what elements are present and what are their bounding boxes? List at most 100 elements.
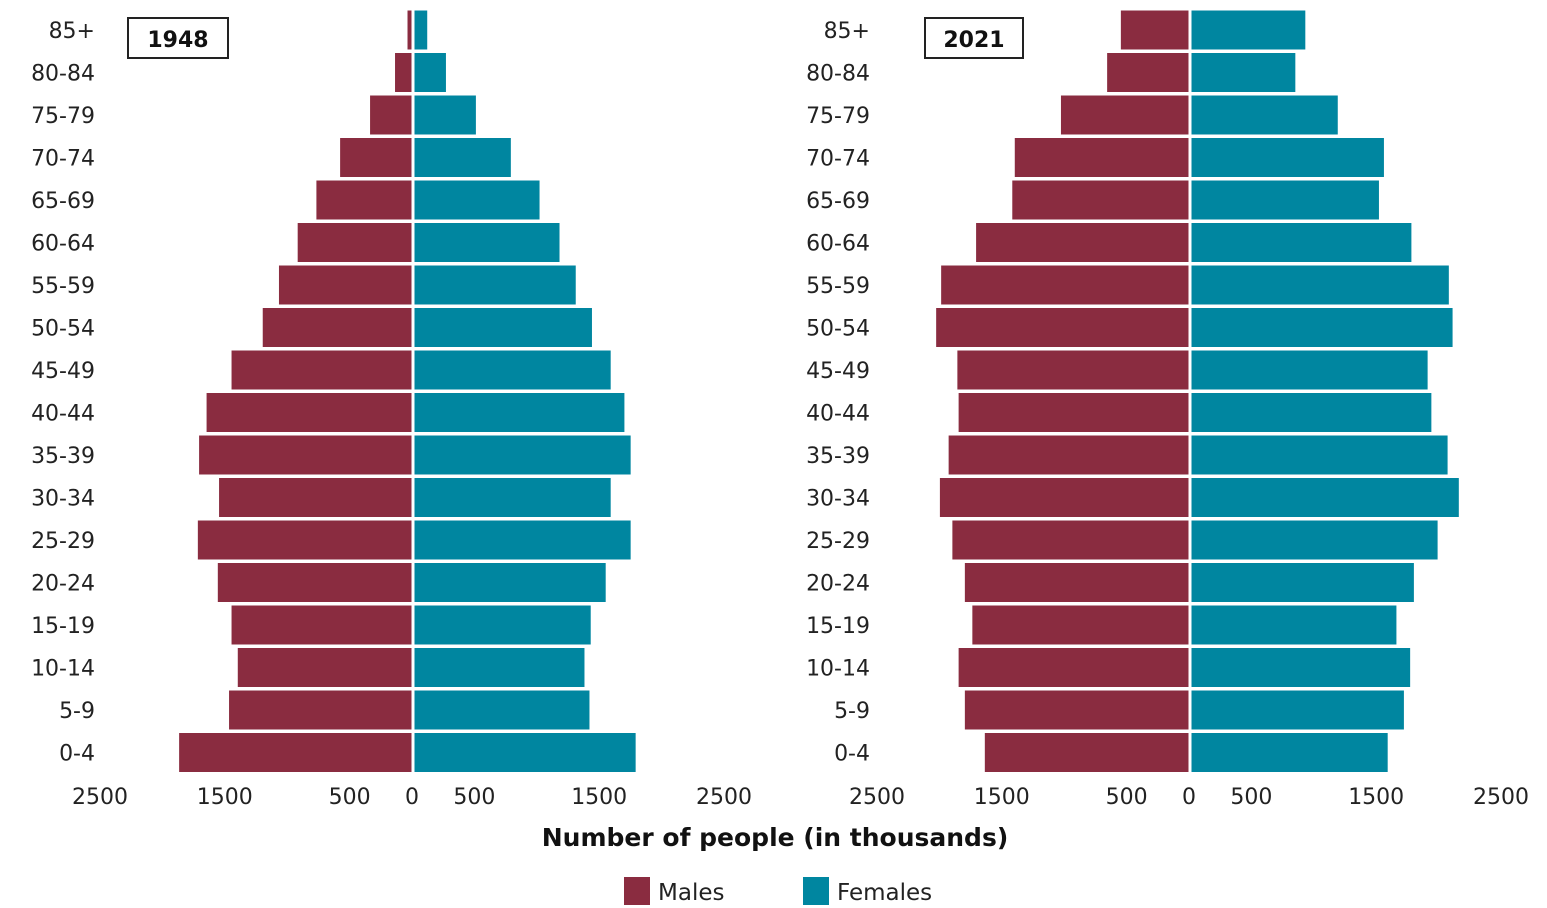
bar-males-80-84 bbox=[1106, 52, 1190, 93]
bar-males-70-74 bbox=[339, 137, 413, 178]
bar-males-75-79 bbox=[1059, 94, 1190, 136]
bar-males-65-69 bbox=[1011, 179, 1190, 221]
bar-females-75-79 bbox=[413, 94, 477, 136]
bar-males-50-54 bbox=[261, 307, 413, 348]
bar-females-20-24 bbox=[413, 562, 607, 603]
bar-males-20-24 bbox=[216, 562, 413, 603]
category-label: 35-39 bbox=[31, 444, 95, 469]
bar-males-85+ bbox=[1119, 9, 1190, 51]
category-label: 85+ bbox=[49, 19, 95, 44]
category-label: 80-84 bbox=[806, 62, 870, 87]
bar-males-15-19 bbox=[971, 604, 1190, 646]
legend-swatch-males bbox=[624, 877, 650, 905]
legend: Males Females bbox=[624, 877, 932, 906]
bar-females-45-49 bbox=[1190, 349, 1429, 391]
legend-label-females: Females bbox=[837, 880, 932, 906]
category-label: 30-34 bbox=[806, 487, 870, 512]
bar-males-0-4 bbox=[178, 732, 413, 773]
year-box bbox=[924, 17, 1024, 59]
category-label: 50-54 bbox=[31, 317, 95, 342]
category-label: 0-4 bbox=[59, 742, 95, 767]
legend-swatch-females bbox=[803, 877, 829, 905]
bar-females-60-64 bbox=[413, 222, 561, 263]
bar-males-70-74 bbox=[1013, 137, 1190, 178]
bar-females-30-34 bbox=[413, 477, 612, 518]
bar-males-45-49 bbox=[956, 349, 1190, 391]
bar-females-85+ bbox=[413, 9, 429, 51]
bar-females-65-69 bbox=[1190, 179, 1380, 221]
bar-females-25-29 bbox=[1190, 519, 1439, 561]
category-label: 75-79 bbox=[31, 104, 95, 129]
panel-1948: 85+ 80-84 75-79 70-74 65-69 60-64 55-59 50-54 45… bbox=[31, 9, 752, 810]
bar-females-55-59 bbox=[413, 264, 577, 306]
bar-males-30-34 bbox=[218, 477, 413, 518]
bar-females-35-39 bbox=[413, 434, 632, 476]
category-label: 60-64 bbox=[806, 232, 870, 257]
bar-males-35-39 bbox=[198, 434, 413, 476]
category-label: 70-74 bbox=[31, 147, 95, 172]
bar-females-20-24 bbox=[1190, 562, 1415, 603]
bar-males-25-29 bbox=[196, 519, 413, 561]
x-tick-label: 2500 bbox=[849, 785, 905, 810]
legend-label-males: Males bbox=[658, 880, 724, 906]
bar-males-10-14 bbox=[957, 647, 1190, 688]
x-tick-label: 2500 bbox=[72, 785, 128, 810]
bar-females-15-19 bbox=[413, 604, 592, 646]
x-tick-label: 2500 bbox=[696, 785, 752, 810]
x-tick-label: 0 bbox=[1182, 785, 1196, 810]
x-tick-label: 500 bbox=[453, 785, 495, 810]
bar-males-60-64 bbox=[975, 222, 1190, 263]
bar-males-25-29 bbox=[951, 519, 1190, 561]
category-label: 10-14 bbox=[806, 657, 870, 682]
bar-males-80-84 bbox=[394, 52, 413, 93]
year-box bbox=[127, 17, 229, 59]
x-tick-label: 1500 bbox=[571, 785, 627, 810]
bar-females-35-39 bbox=[1190, 434, 1449, 476]
panel-year-label: 1948 bbox=[147, 28, 208, 53]
bar-males-15-19 bbox=[230, 604, 413, 646]
bar-males-20-24 bbox=[963, 562, 1190, 603]
category-label: 30-34 bbox=[31, 487, 95, 512]
bar-males-35-39 bbox=[947, 434, 1190, 476]
bar-males-60-64 bbox=[296, 222, 413, 263]
category-label: 60-64 bbox=[31, 232, 95, 257]
bar-females-30-34 bbox=[1190, 477, 1460, 518]
x-tick-label: 500 bbox=[1106, 785, 1148, 810]
category-label: 10-14 bbox=[31, 657, 95, 682]
x-tick-label: 500 bbox=[1230, 785, 1272, 810]
bar-females-80-84 bbox=[1190, 52, 1297, 93]
category-label: 25-29 bbox=[31, 529, 95, 554]
category-label: 70-74 bbox=[806, 147, 870, 172]
category-label: 5-9 bbox=[59, 699, 95, 724]
x-axis-title: Number of people (in thousands) bbox=[542, 823, 1009, 852]
category-label: 40-44 bbox=[806, 402, 870, 427]
x-tick-label: 2500 bbox=[1473, 785, 1529, 810]
x-tick-label: 1500 bbox=[974, 785, 1030, 810]
x-tick-label: 0 bbox=[405, 785, 419, 810]
bar-females-80-84 bbox=[413, 52, 447, 93]
bar-females-65-69 bbox=[413, 179, 541, 221]
bar-females-50-54 bbox=[413, 307, 593, 348]
bar-females-50-54 bbox=[1190, 307, 1454, 348]
bar-females-40-44 bbox=[1190, 392, 1433, 433]
bar-males-10-14 bbox=[236, 647, 413, 688]
bar-females-60-64 bbox=[1190, 222, 1413, 263]
bar-females-10-14 bbox=[413, 647, 586, 688]
category-label: 40-44 bbox=[31, 402, 95, 427]
x-tick-label: 1500 bbox=[197, 785, 253, 810]
category-label: 0-4 bbox=[834, 742, 870, 767]
bar-males-45-49 bbox=[230, 349, 413, 391]
category-label: 35-39 bbox=[806, 444, 870, 469]
bar-males-40-44 bbox=[205, 392, 413, 433]
bar-females-5-9 bbox=[1190, 689, 1405, 731]
bar-females-55-59 bbox=[1190, 264, 1450, 306]
category-label: 20-24 bbox=[31, 572, 95, 597]
bar-males-55-59 bbox=[940, 264, 1190, 306]
bar-males-55-59 bbox=[277, 264, 413, 306]
category-label: 75-79 bbox=[806, 104, 870, 129]
bar-males-5-9 bbox=[963, 689, 1190, 731]
panel-year-label: 2021 bbox=[943, 28, 1004, 53]
bar-females-40-44 bbox=[413, 392, 626, 433]
